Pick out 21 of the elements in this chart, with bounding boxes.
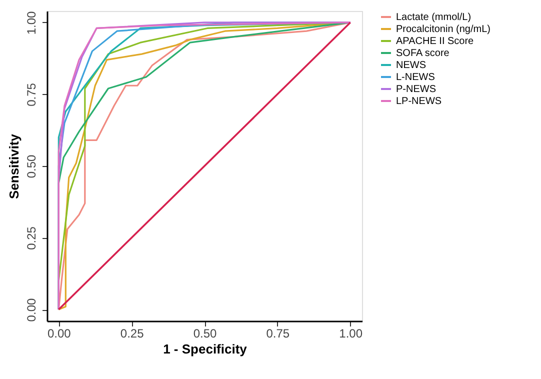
y-tick-label: 0.00 — [24, 298, 38, 322]
y-tick-label: 0.25 — [24, 226, 38, 250]
y-tick-label: 0.75 — [24, 82, 38, 106]
y-axis-title: Sensitivity — [6, 133, 22, 200]
line-series — [58, 22, 352, 310]
x-tick-label: 1.00 — [339, 326, 363, 340]
x-tick-label: 0.75 — [266, 326, 290, 340]
legend-label: P-NEWS — [396, 84, 436, 95]
y-tick-label: 1.00 — [24, 10, 38, 35]
legend-label: L-NEWS — [396, 72, 436, 83]
x-tick-label: 0.50 — [193, 326, 217, 340]
legend-label: APACHE II Score — [396, 36, 474, 47]
legend-label: NEWS — [396, 60, 426, 71]
legend-label: LP-NEWS — [396, 96, 442, 107]
legend-label: Procalcitonin (ng/mL) — [396, 24, 490, 35]
x-axis-title: 1 - Specificity — [163, 342, 248, 356]
x-tick-label: 0.25 — [120, 326, 144, 340]
y-tick-label: 0.50 — [24, 154, 38, 178]
x-tick-label: 0.00 — [47, 326, 72, 340]
legend-label: SOFA score — [396, 48, 450, 59]
legend-label: Lactate (mmol/L) — [396, 12, 472, 23]
